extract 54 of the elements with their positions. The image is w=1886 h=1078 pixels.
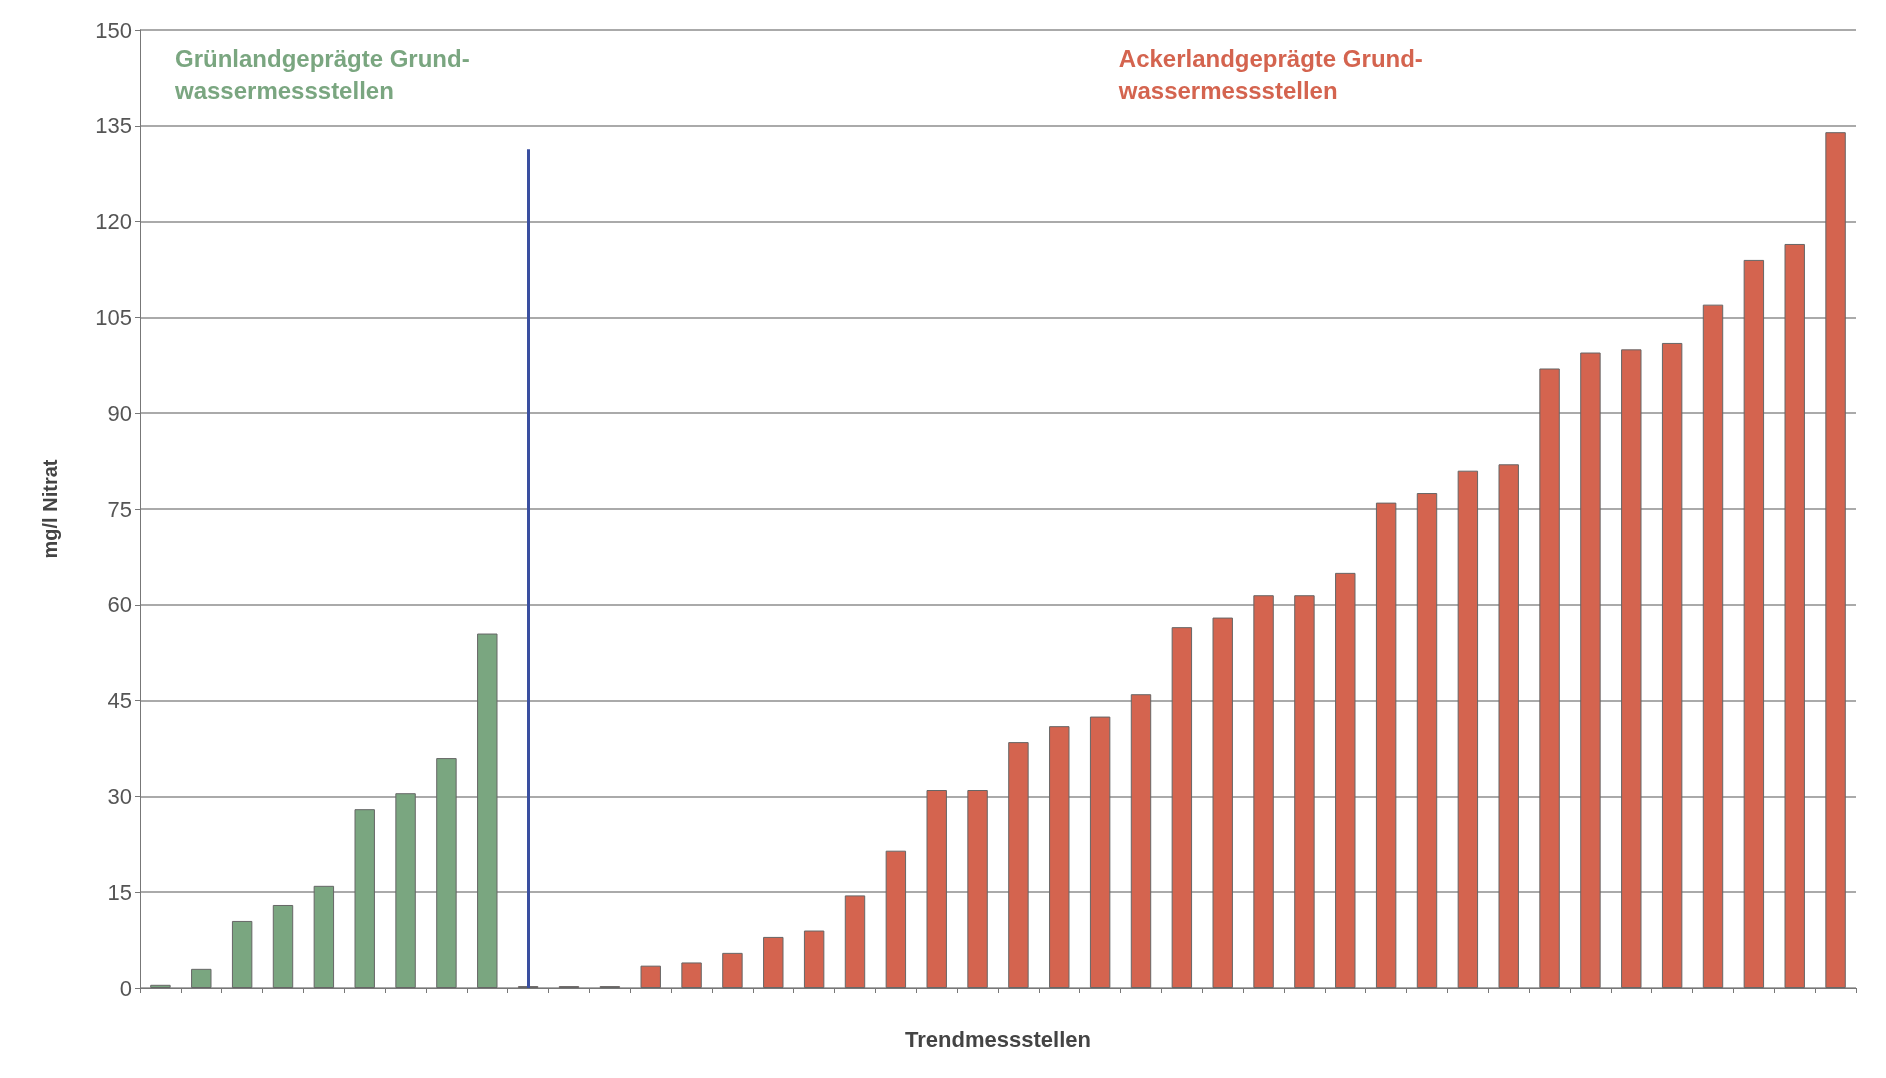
bar xyxy=(1049,726,1070,988)
y-tick-label: 105 xyxy=(95,304,132,330)
bar xyxy=(844,895,866,988)
bar xyxy=(926,790,947,988)
bar xyxy=(1580,352,1601,988)
bar xyxy=(150,984,171,988)
bar xyxy=(1416,493,1438,988)
y-tick-label: 135 xyxy=(95,113,132,139)
x-axis-title: Trendmessstellen xyxy=(905,1026,1091,1052)
bar xyxy=(1212,617,1233,988)
bar xyxy=(1661,342,1683,988)
bar xyxy=(354,809,375,988)
y-tick-label: 150 xyxy=(95,17,132,43)
bar xyxy=(1784,243,1805,988)
bar xyxy=(640,965,661,988)
y-tick-label: 45 xyxy=(107,688,132,714)
y-tick-label: 0 xyxy=(119,975,132,1001)
bar xyxy=(1498,464,1519,988)
annotation: Grünlandgeprägte Grund- wassermessstellen xyxy=(174,44,470,104)
bar xyxy=(1335,572,1356,988)
bar xyxy=(763,936,784,988)
bar xyxy=(1008,742,1029,988)
y-axis-title: mg/l Nitrat xyxy=(39,459,61,559)
bar xyxy=(1375,502,1397,988)
bar xyxy=(967,790,988,988)
annotation: Ackerlandgeprägte Grund- wassermessstellen xyxy=(1117,44,1423,104)
bar xyxy=(722,952,743,988)
bar xyxy=(1130,694,1152,988)
y-tick-label: 90 xyxy=(107,400,132,426)
bar xyxy=(272,904,294,988)
bar xyxy=(1457,470,1479,988)
y-tick-label: 120 xyxy=(95,209,132,235)
y-tick-label: 75 xyxy=(107,496,132,522)
y-tick-label: 60 xyxy=(107,592,132,618)
y-tick-label: 15 xyxy=(107,879,132,905)
bar xyxy=(1253,595,1274,988)
bar xyxy=(1825,132,1846,988)
bar xyxy=(191,968,212,988)
bar xyxy=(313,885,335,988)
bar xyxy=(231,920,253,988)
y-tick-label: 30 xyxy=(107,783,132,809)
bar xyxy=(1539,368,1560,988)
bar xyxy=(1621,349,1642,988)
bar xyxy=(885,850,907,988)
bar xyxy=(1089,716,1111,988)
bar xyxy=(395,793,416,988)
bar xyxy=(1294,595,1315,988)
bar xyxy=(1171,627,1193,988)
bar xyxy=(477,633,498,988)
bar xyxy=(1702,304,1724,988)
bar xyxy=(803,930,825,988)
bar xyxy=(1743,259,1765,988)
bar xyxy=(436,758,457,988)
bar xyxy=(681,962,702,988)
